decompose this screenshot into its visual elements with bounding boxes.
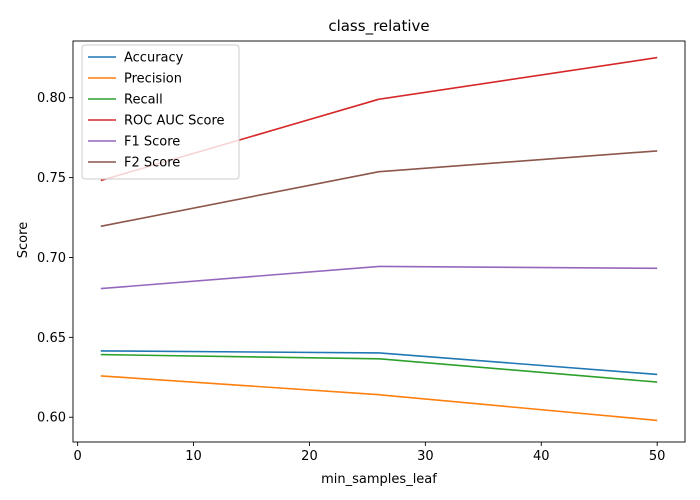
y-tick-label: 0.80 <box>37 91 66 106</box>
plot-area: 0 10 20 30 40 50 0.60 0.65 0.70 0.75 0.80 Accuracy P… <box>37 40 686 464</box>
y-tick-label: 0.75 <box>37 171 66 186</box>
x-tick-label: 20 <box>301 449 318 464</box>
x-tick-label: 50 <box>649 449 666 464</box>
series-line-recall <box>100 353 658 383</box>
series-line-f2-score <box>100 150 658 228</box>
x-tick-label: 40 <box>533 449 550 464</box>
legend-label: Accuracy <box>124 51 184 66</box>
legend-box <box>81 44 240 180</box>
legend-label: F1 Score <box>124 135 180 150</box>
legend-label: F2 Score <box>124 156 180 171</box>
series-line-accuracy <box>100 350 658 376</box>
legend-label: Precision <box>124 72 182 87</box>
series-line-f1-score <box>100 265 658 290</box>
x-tick-label: 0 <box>73 449 81 464</box>
y-axis-title: Score <box>16 222 31 258</box>
x-axis-title: min_samples_leaf <box>321 472 437 487</box>
series-line-precision <box>100 375 658 422</box>
y-tick-label: 0.60 <box>37 411 66 426</box>
chart-title: class_relative <box>328 17 429 36</box>
legend-label: ROC AUC Score <box>124 114 225 129</box>
x-tick-label: 10 <box>185 449 202 464</box>
y-tick-label: 0.70 <box>37 251 66 266</box>
y-tick-label: 0.65 <box>37 331 66 346</box>
legend-label: Recall <box>124 93 163 108</box>
axes-frame <box>72 40 686 443</box>
x-tick-label: 30 <box>417 449 434 464</box>
